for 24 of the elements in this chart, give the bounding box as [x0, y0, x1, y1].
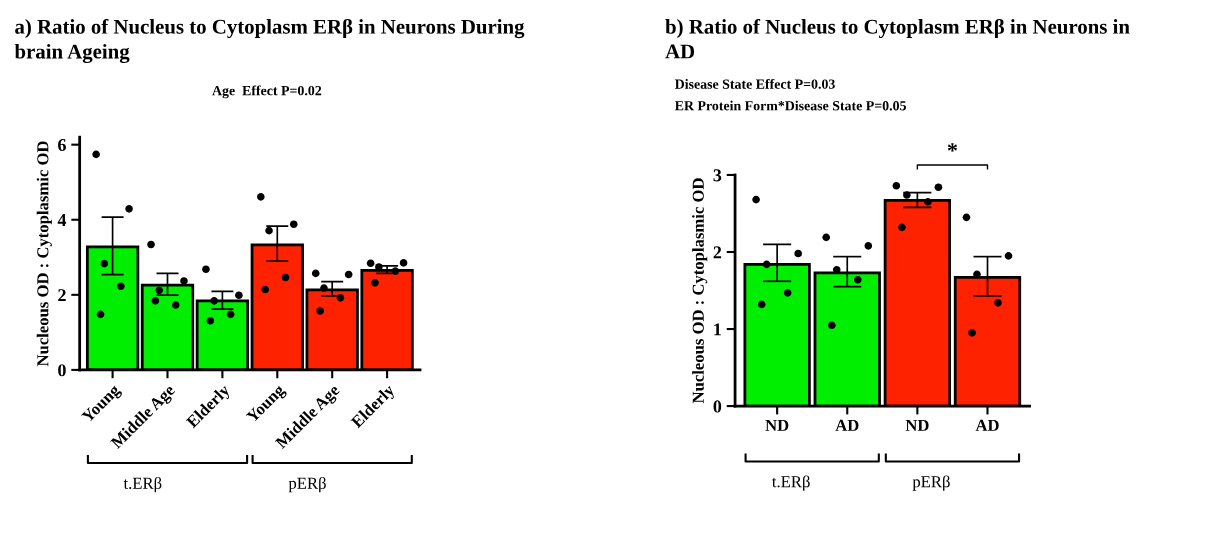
chart-title: a) Ratio of Nucleus to Cytoplasm ERβ in Neurons During brain Ageing: [14, 18, 525, 64]
y-axis-title: Nucleous OD : Cytoplasmic OD: [36, 141, 52, 367]
y-tick-label: 2: [58, 289, 66, 302]
text: Age Effect P=0.02: [212, 85, 322, 99]
text: *: [947, 143, 958, 152]
text: pERβ: [288, 476, 326, 493]
y-tick-label: 4: [57, 214, 67, 227]
y-tick-label: 1: [714, 323, 721, 336]
x-tick-label: ND: [905, 419, 929, 431]
text: t.ERβ: [772, 475, 810, 491]
text: t.ERβ: [123, 476, 162, 493]
x-tick-label: AD: [975, 419, 999, 431]
text: ER Protein Form*Disease State P=0.05: [674, 100, 906, 111]
y-tick-label: 0: [58, 364, 66, 377]
chart-title: b) Ratio of Nucleus to Cytoplasm ERβ in Neurons in AD: [665, 18, 1130, 59]
text: pERβ: [912, 475, 950, 491]
x-tick-label: ND: [765, 419, 789, 431]
y-tick-label: 3: [713, 169, 722, 182]
y-tick-label: 2: [713, 246, 722, 259]
y-axis-title: Nucleous OD : Cytoplasmic OD: [692, 178, 708, 404]
text: Disease State Effect P=0.03: [674, 78, 835, 89]
x-tick-label: AD: [835, 419, 859, 431]
y-tick-label: 0: [713, 400, 722, 413]
y-tick-label: 6: [58, 138, 66, 152]
